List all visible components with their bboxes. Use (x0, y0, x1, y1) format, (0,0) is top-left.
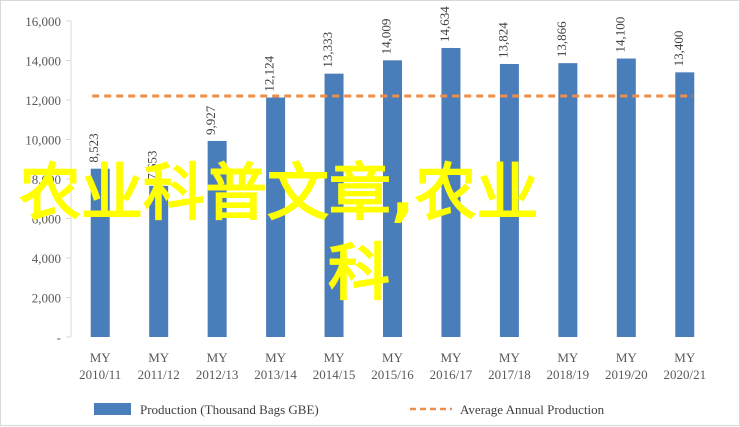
overlay-text-line2: 科 (328, 236, 390, 309)
y-tick-label: 14,000 (25, 54, 61, 69)
overlay-text-line1: 农业科普文章,农业 (19, 156, 539, 229)
x-tick-label: MY (148, 350, 170, 365)
legend: Production (Thousand Bags GBE) Average A… (94, 402, 605, 417)
x-tick-label: 2013/14 (254, 367, 297, 382)
x-tick-label: 2018/19 (547, 367, 590, 382)
bar-production (90, 168, 110, 337)
x-tick-label: MY (499, 350, 521, 365)
x-tick-label: MY (207, 350, 229, 365)
bar-production (207, 140, 227, 337)
watermark-overlay: 农业科普文章,农业 科 (19, 156, 539, 309)
bar-data-label: 13,824 (495, 22, 510, 58)
y-tick-label: 4,000 (32, 251, 61, 266)
bar-production (499, 63, 519, 337)
x-tick-label: 2014/15 (313, 367, 356, 382)
bar-production (616, 58, 636, 338)
bar-data-label: 14,634 (437, 6, 452, 42)
x-tick-label: 2012/13 (196, 367, 239, 382)
y-tick-label: - (57, 330, 61, 345)
x-tick-label: 2016/17 (430, 367, 473, 382)
bar-production (441, 47, 461, 337)
x-tick-label: MY (324, 350, 346, 365)
y-tick-label: 16,000 (25, 14, 61, 29)
legend-swatch-production (94, 403, 131, 415)
bar-data-label: 14,009 (379, 19, 394, 55)
x-tick-label: MY (674, 350, 696, 365)
x-tick-label: MY (90, 350, 112, 365)
bar-production (324, 73, 344, 337)
y-tick-label: 10,000 (25, 133, 61, 148)
y-tick-label: 2,000 (32, 291, 61, 306)
bar-data-label: 13,866 (554, 21, 569, 57)
bar-data-label: 8,523 (86, 133, 101, 162)
x-tick-label: MY (265, 350, 287, 365)
bar-data-label: 9,927 (203, 105, 218, 135)
bar-data-label: 13,333 (320, 32, 335, 68)
x-tick-label: MY (440, 350, 462, 365)
bar-production (266, 97, 286, 338)
x-tick-label: 2020/21 (663, 367, 706, 382)
x-axis-labels: MY 2010/11 MY 2011/12 MY 2012/13 MY 2013/14 MY 20… (79, 350, 706, 382)
x-tick-label: 2011/12 (138, 367, 180, 382)
x-tick-label: MY (382, 350, 404, 365)
x-tick-label: 2019/20 (605, 367, 648, 382)
x-tick-label: 2017/18 (488, 367, 531, 382)
bar-data-label: 12,124 (262, 55, 277, 91)
bar-production (675, 72, 695, 337)
bar-production (149, 185, 169, 337)
bar-data-label: 7,653 (145, 151, 160, 180)
x-tick-label: MY (557, 350, 579, 365)
y-axis: - 2,000 4,000 6,000 8,000 10,000 12,000 14,000 1… (25, 14, 72, 345)
bars: 8,523 7,653 9,927 12,124 13,333 14,009 14,634 1… (86, 6, 695, 338)
legend-label-average: Average Annual Production (460, 402, 605, 417)
bar-production (558, 63, 578, 338)
bar-data-label: 14,100 (612, 17, 627, 53)
y-tick-label: 6,000 (32, 212, 61, 227)
bar-production (383, 60, 402, 337)
x-tick-label: MY (616, 350, 638, 365)
x-tick-label: 2015/16 (371, 367, 414, 382)
legend-label-production: Production (Thousand Bags GBE) (140, 402, 319, 417)
x-tick-label: 2010/11 (79, 367, 121, 382)
bar-data-label: 13,400 (671, 31, 686, 67)
y-tick-label: 12,000 (25, 93, 61, 108)
y-tick-label: 8,000 (32, 172, 61, 187)
